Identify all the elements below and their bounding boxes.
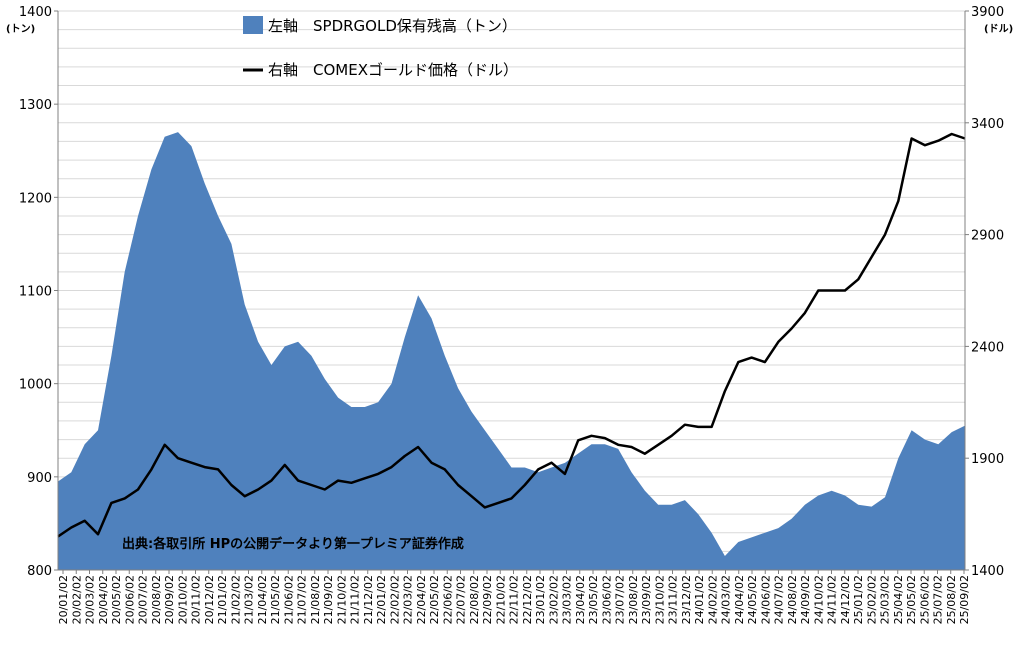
- x-tick-label: 25/04/02: [892, 575, 905, 624]
- legend: 左軸 SPDRGOLD保有残高（トン） 右軸 COMEXゴールド価格（ドル）: [243, 16, 518, 79]
- x-tick-label: 25/08/02: [945, 575, 958, 624]
- series-comex-price-line: [57, 132, 966, 538]
- x-axis-ticks: 20/01/02 20/02/02 20/03/02 20/04/02 20/05/02…: [57, 570, 971, 624]
- x-tick-label: 21/09/02: [322, 575, 335, 624]
- right-tick-label: 2900: [971, 229, 1004, 244]
- x-tick-label: 21/11/02: [349, 575, 362, 624]
- x-tick-label: 22/10/02: [494, 575, 507, 624]
- right-axis-unit: (ドル): [984, 23, 1013, 35]
- x-tick-label: 23/05/02: [587, 575, 600, 624]
- x-tick-label: 24/05/02: [746, 575, 759, 624]
- x-tick-label: 23/02/02: [547, 575, 560, 624]
- legend-label-spdr: 左軸 SPDRGOLD保有残高（トン）: [268, 17, 517, 35]
- right-tick-label: 3900: [971, 5, 1004, 20]
- x-tick-label: 20/10/02: [176, 575, 189, 624]
- x-tick-label: 21/04/02: [256, 575, 269, 624]
- x-tick-label: 25/03/02: [879, 575, 892, 624]
- x-tick-label: 21/12/02: [362, 575, 375, 624]
- x-tick-label: 21/03/02: [243, 575, 256, 624]
- x-tick-label: 22/04/02: [415, 575, 428, 624]
- x-tick-label: 23/04/02: [574, 575, 587, 624]
- x-tick-label: 25/05/02: [905, 575, 918, 624]
- x-tick-label: 23/01/02: [534, 575, 547, 624]
- x-tick-label: 22/06/02: [441, 575, 454, 624]
- x-tick-label: 25/02/02: [865, 575, 878, 624]
- x-tick-label: 21/02/02: [229, 575, 242, 624]
- x-tick-label: 21/08/02: [309, 575, 322, 624]
- x-tick-label: 20/05/02: [110, 575, 123, 624]
- x-tick-label: 24/08/02: [786, 575, 799, 624]
- x-tick-label: 20/12/02: [203, 575, 216, 624]
- x-tick-label: 24/01/02: [693, 575, 706, 624]
- x-tick-label: 24/07/02: [773, 575, 786, 624]
- x-tick-label: 20/03/02: [84, 575, 97, 624]
- x-tick-label: 21/07/02: [296, 575, 309, 624]
- left-tick-label: 1000: [19, 378, 52, 393]
- x-tick-label: 23/11/02: [667, 575, 680, 624]
- left-tick-label: 1100: [19, 285, 52, 300]
- x-tick-label: 20/02/02: [70, 575, 83, 624]
- x-tick-label: 25/06/02: [918, 575, 931, 624]
- x-tick-label: 21/05/02: [269, 575, 282, 624]
- x-tick-label: 23/12/02: [680, 575, 693, 624]
- x-tick-label: 24/09/02: [799, 575, 812, 624]
- x-tick-label: 22/03/02: [402, 575, 415, 624]
- right-tick-label: 3400: [971, 117, 1004, 132]
- x-tick-label: 22/12/02: [521, 575, 534, 624]
- x-tick-label: 25/01/02: [852, 575, 865, 624]
- right-tick-label: 1900: [971, 452, 1004, 467]
- x-tick-label: 21/10/02: [335, 575, 348, 624]
- x-tick-label: 24/11/02: [826, 575, 839, 624]
- right-tick-label: 1400: [971, 564, 1004, 579]
- x-tick-label: 23/09/02: [640, 575, 653, 624]
- legend-label-comex: 右軸 COMEXゴールド価格（ドル）: [268, 61, 518, 79]
- x-tick-label: 23/10/02: [653, 575, 666, 624]
- x-tick-label: 22/01/02: [375, 575, 388, 624]
- x-tick-label: 22/02/02: [388, 575, 401, 624]
- x-tick-label: 24/12/02: [839, 575, 852, 624]
- x-tick-label: 22/05/02: [428, 575, 441, 624]
- x-tick-label: 20/07/02: [137, 575, 150, 624]
- x-tick-label: 24/04/02: [733, 575, 746, 624]
- x-tick-label: 20/09/02: [163, 575, 176, 624]
- x-tick-label: 22/11/02: [508, 575, 521, 624]
- left-tick-label: 800: [27, 564, 52, 579]
- right-tick-label: 2400: [971, 340, 1004, 355]
- left-tick-label: 1200: [19, 191, 52, 206]
- x-tick-label: 24/10/02: [812, 575, 825, 624]
- source-note: 出典:各取引所 HPの公開データより第一プレミア証券作成: [122, 536, 464, 552]
- x-tick-label: 24/02/02: [706, 575, 719, 624]
- left-tick-label: 1400: [19, 5, 52, 20]
- x-tick-label: 23/06/02: [600, 575, 613, 624]
- left-tick-label: 1300: [19, 98, 52, 113]
- legend-swatch-area: [243, 16, 263, 34]
- left-axis-unit: (トン): [6, 23, 35, 35]
- x-tick-label: 22/07/02: [455, 575, 468, 624]
- x-tick-label: 23/07/02: [614, 575, 627, 624]
- x-tick-label: 21/06/02: [282, 575, 295, 624]
- x-tick-label: 25/07/02: [932, 575, 945, 624]
- x-tick-label: 20/01/02: [57, 575, 70, 624]
- x-tick-label: 22/09/02: [481, 575, 494, 624]
- x-tick-label: 24/06/02: [759, 575, 772, 624]
- left-y-axis-ticks: 800 900 1000 1100 1200 1300 1400: [19, 5, 58, 579]
- x-tick-label: 20/06/02: [123, 575, 136, 624]
- x-tick-label: 20/11/02: [190, 575, 203, 624]
- x-tick-label: 24/03/02: [720, 575, 733, 624]
- series-spdr-holdings-area: [58, 132, 965, 570]
- x-tick-label: 20/08/02: [150, 575, 163, 624]
- x-tick-label: 23/08/02: [627, 575, 640, 624]
- x-tick-label: 20/04/02: [97, 575, 110, 624]
- right-y-axis-ticks: 1400 1900 2400 2900 3400 3900: [965, 5, 1004, 579]
- x-tick-label: 21/01/02: [216, 575, 229, 624]
- x-tick-label: 22/08/02: [468, 575, 481, 624]
- x-tick-label: 23/03/02: [561, 575, 574, 624]
- x-tick-label: 25/09/02: [958, 575, 971, 624]
- left-tick-label: 900: [27, 471, 52, 486]
